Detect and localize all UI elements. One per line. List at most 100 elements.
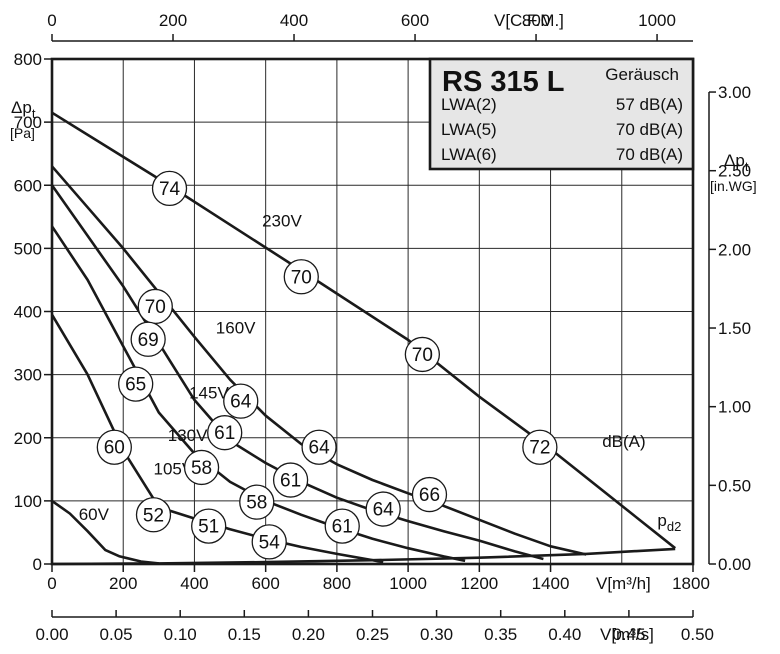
curve-label: 230V (262, 211, 302, 230)
noise-badge-value: 60 (104, 438, 125, 459)
curve-label-pd2: pd2 (657, 511, 681, 534)
x-bottom-tick-label: 0.10 (164, 625, 197, 644)
curve-label: 145V (189, 384, 229, 403)
x-primary-tick-label: 1800 (672, 574, 710, 593)
y-left-axis-label-main: Δp (11, 98, 32, 117)
noise-badge-circle (272, 462, 309, 498)
noise-badge-value: 66 (419, 485, 440, 506)
noise-badge: 54 (251, 524, 287, 560)
y-right-tick-label: 1.00 (718, 398, 751, 417)
noise-badge-value: 58 (246, 493, 267, 514)
noise-row-label: LWA(5) (441, 120, 497, 139)
y-left-tick-label: 200 (14, 429, 42, 448)
noise-badge-value: 52 (143, 505, 164, 526)
y-right-tick-label: 3.00 (718, 83, 751, 102)
noise-badge-value: 72 (529, 438, 550, 459)
noise-badge: 61 (324, 508, 360, 544)
x-top-axis-label: V[C.F.M.] (494, 11, 564, 30)
x-bottom-tick-label: 0.05 (100, 625, 133, 644)
y-right-tick-label: 2.00 (718, 240, 751, 259)
noise-badge-circle (324, 508, 360, 544)
x-bottom-tick-label: 0.50 (681, 625, 714, 644)
x-top-tick-label: 200 (159, 11, 187, 30)
curve-label: 160V (216, 319, 256, 338)
noise-badge-value: 61 (214, 423, 235, 444)
x-bottom-tick-label: 0.35 (484, 625, 517, 644)
y-left-tick-label: 800 (14, 50, 42, 69)
noise-row-value: 57 dB(A) (616, 95, 683, 114)
noise-badge-circle (239, 484, 275, 520)
noise-badge-circle (223, 383, 259, 419)
noise-row-value: 70 dB(A) (616, 120, 683, 139)
x-top-tick-label: 0 (47, 11, 56, 30)
y-left-tick-label: 600 (14, 176, 42, 195)
noise-badge-circle (96, 429, 132, 465)
y-left-tick-label: 100 (14, 492, 42, 511)
noise-badge: 64 (365, 491, 401, 527)
curve-label-pd2-main: p (657, 511, 666, 530)
y-right-tick-label: 2.50 (718, 162, 751, 181)
y-left-axis-unit: [Pa] (10, 125, 35, 141)
noise-row-label: LWA(6) (441, 145, 497, 164)
x-top-tick-label: 800 (522, 11, 550, 30)
y-right-axis-label: Δpt (724, 151, 749, 174)
noise-badge-circle (301, 429, 337, 465)
noise-badge-value: 64 (230, 392, 252, 413)
y-left-tick-label: 700 (14, 113, 42, 132)
noise-badge-value: 54 (259, 532, 281, 553)
noise-badge-circle (183, 449, 220, 486)
x-primary-axis-label: V[m³/h] (596, 574, 651, 593)
noise-badge: 64 (223, 383, 259, 419)
noise-legend-box: RS 315 L Geräusch LWA(2) 57 dB(A) LWA(5)… (428, 57, 695, 171)
y-left-axis-label-subscript: t (32, 106, 36, 121)
y-right-axis-unit: [in.WG] (710, 178, 757, 194)
noise-badge-value: 61 (332, 517, 353, 538)
noise-badge-value: 70 (291, 267, 312, 288)
y-left-axis-label: Δpt (11, 98, 36, 121)
noise-badge-value: 58 (191, 458, 212, 479)
x-bottom-tick-label: 0.45 (612, 625, 645, 644)
noise-badge-circle (404, 336, 441, 373)
noise-badge-circle (522, 429, 558, 465)
noise-badge: 60 (96, 429, 132, 465)
x-primary-tick-label: 400 (180, 574, 208, 593)
curve-labels: 230V 160V 145V 130V 105V 60V dB(A) pd2 (79, 211, 682, 534)
noise-box-title: RS 315 L (442, 66, 565, 98)
curve-label: 60V (79, 505, 110, 524)
x-bottom-tick-label: 0.25 (356, 625, 389, 644)
x-top-tick-label: 600 (401, 11, 429, 30)
noise-badge-value: 61 (280, 471, 301, 492)
x-bottom-tick-label: 0.30 (420, 625, 453, 644)
noise-badge-circle (191, 508, 227, 544)
curve-60v (51, 499, 159, 565)
x-primary-tick-label: 200 (109, 574, 137, 593)
x-bottom-tick-label: 0.40 (548, 625, 581, 644)
noise-badge-circle (365, 491, 401, 527)
y-right-tick-label: 1.50 (718, 319, 751, 338)
noise-badge: 69 (130, 321, 166, 357)
curve-label-pd2-subscript: d2 (667, 519, 681, 534)
noise-badge-circle (151, 170, 188, 207)
y-left-tick-label: 300 (14, 366, 42, 385)
noise-badge: 64 (301, 429, 337, 465)
noise-badge: 65 (118, 366, 154, 402)
noise-badge: 72 (522, 429, 558, 465)
x-primary-tick-label: 1200 (460, 574, 498, 593)
y-right-tick-label: 0.00 (718, 555, 751, 574)
noise-badge-value: 70 (145, 297, 166, 318)
curve-105v (50, 314, 384, 564)
noise-badge: 70 (404, 336, 441, 373)
x-bottom-tick-label: 0.00 (35, 625, 68, 644)
noise-box-header: Geräusch (605, 65, 679, 84)
y-left-tick-label: 0 (33, 555, 42, 574)
noise-badge: 58 (183, 449, 220, 486)
curve-label: dB(A) (602, 432, 645, 451)
noise-badge: 61 (207, 415, 243, 451)
noise-badge-value: 64 (373, 500, 395, 521)
x-primary-tick-label: 800 (323, 574, 351, 593)
noise-badge-value: 51 (198, 517, 219, 538)
noise-badge-value: 64 (309, 438, 331, 459)
